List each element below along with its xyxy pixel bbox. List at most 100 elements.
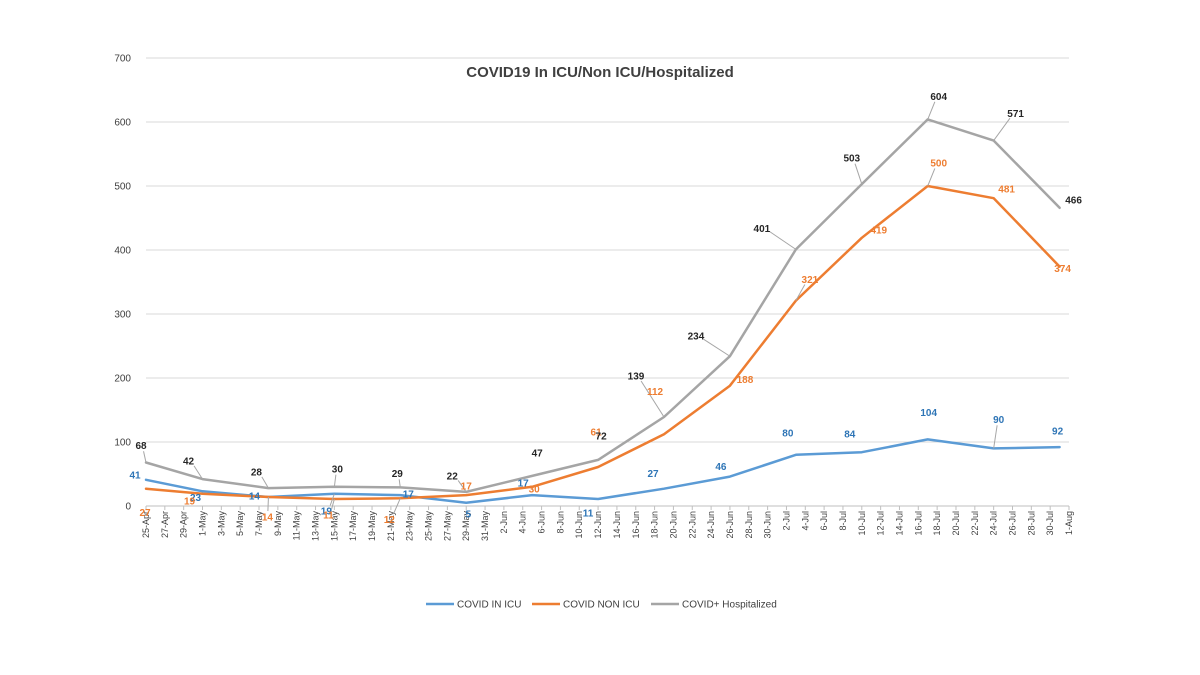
data-label: 23 [190, 493, 202, 504]
gridlines [146, 57, 1069, 507]
leader-line [795, 284, 806, 301]
data-label: 188 [737, 375, 754, 386]
x-tick-label: 16-Jun [631, 511, 641, 539]
series-line [144, 184, 1061, 501]
leader-line [261, 476, 269, 489]
x-tick-label: 28-Jul [1026, 511, 1036, 536]
data-label: 17 [403, 490, 415, 501]
data-label: 234 [688, 332, 705, 343]
x-tick-label: 2-Jun [499, 511, 509, 534]
data-label: 90 [993, 415, 1005, 426]
x-tick-label: 25-Apr [141, 511, 151, 538]
data-label: 41 [129, 470, 141, 481]
data-label: 374 [1054, 264, 1071, 275]
y-axis-ticks: 0 100 200 300 400 500 600 700 [114, 54, 131, 513]
leader-line [333, 474, 337, 487]
chart-title: COVID19 In ICU/Non ICU/Hospitalized [466, 64, 734, 81]
x-tick-label: 10-Jun [574, 511, 584, 539]
data-label: 503 [843, 154, 860, 165]
leader-line [854, 163, 863, 185]
data-label: 68 [135, 441, 147, 452]
data-labels: 41 23 14 19 17 5 17 11 27 46 80 84 104 90 92 27 19 14 11 12… [129, 92, 1082, 526]
y-tick-label: 400 [114, 246, 131, 257]
leader-line [993, 117, 1011, 141]
x-tick-label: 22-Jun [687, 511, 697, 539]
data-label: 321 [802, 275, 819, 286]
leader-line [457, 480, 467, 493]
x-tick-label: 19-May [367, 511, 377, 542]
y-tick-label: 700 [114, 54, 131, 65]
label-leader-lines [143, 101, 1011, 515]
x-tick-label: 9-May [273, 511, 283, 537]
data-label: 42 [183, 457, 195, 468]
x-tick-label: 17-May [348, 511, 358, 542]
x-tick-label: 1-May [198, 511, 208, 537]
data-label: 14 [249, 492, 261, 503]
data-label: 92 [1052, 427, 1064, 438]
x-tick-label: 30-Jun [763, 511, 773, 539]
data-label: 500 [930, 159, 947, 170]
data-label: 29 [392, 469, 404, 480]
data-label: 84 [844, 430, 856, 441]
leader-line [993, 425, 998, 449]
data-label: 30 [332, 464, 344, 475]
x-tick-label: 8-Jul [838, 511, 848, 531]
x-tick-label: 5-May [235, 511, 245, 537]
data-label: 19 [184, 496, 196, 507]
x-tick-label: 29-May [461, 511, 471, 542]
x-tick-label: 4-Jul [800, 511, 810, 531]
x-tick-label: 7-May [254, 511, 264, 537]
data-label: 604 [930, 92, 947, 103]
x-tick-label: 1-Aug [1064, 511, 1074, 535]
x-tick-label: 27-May [442, 511, 452, 542]
data-label: 19 [321, 506, 333, 517]
x-tick-label: 11-May [292, 511, 302, 541]
x-tick-label: 21-May [386, 511, 396, 542]
data-label: 419 [870, 225, 887, 236]
x-tick-label: 31-May [480, 511, 490, 542]
x-tick-label: 4-Jun [518, 511, 528, 534]
data-label: 27 [647, 469, 659, 480]
legend-label: COVID IN ICU [457, 600, 521, 611]
y-tick-label: 600 [114, 118, 131, 129]
x-axis-ticks: 25-Apr 27-Apr 29-Apr 1-May 3-May 5-May 7-May 9-… [141, 506, 1074, 541]
x-tick-label: 6-Jun [537, 511, 547, 534]
x-tick-label: 18-Jul [932, 511, 942, 536]
x-tick-label: 14-Jun [612, 511, 622, 539]
leader-line [143, 451, 147, 463]
x-tick-label: 18-Jun [650, 511, 660, 539]
x-tick-label: 2-Jul [781, 511, 791, 531]
x-tick-label: 24-Jun [706, 511, 716, 539]
leader-line [393, 498, 401, 515]
leader-line [193, 465, 203, 480]
x-tick-label: 20-Jul [951, 511, 961, 536]
legend: COVID IN ICU COVID NON ICU COVID+ Hospital… [426, 600, 777, 611]
x-tick-label: 28-Jun [744, 511, 754, 539]
x-tick-label: 6-Jul [819, 511, 829, 531]
x-tick-label: 22-Jul [970, 511, 980, 536]
data-label: 12 [384, 515, 396, 526]
x-tick-label: 25-May [424, 511, 434, 542]
x-tick-label: 16-Jul [913, 511, 923, 536]
x-tick-label: 15-May [329, 511, 339, 542]
data-label: 571 [1007, 109, 1024, 120]
x-tick-label: 10-Jul [857, 511, 867, 536]
leader-line [398, 479, 401, 488]
x-tick-label: 20-Jun [668, 511, 678, 539]
legend-label: COVID+ Hospitalized [682, 600, 777, 611]
x-tick-label: 27-Apr [160, 511, 170, 538]
x-tick-label: 26-Jul [1007, 511, 1017, 536]
data-label: 139 [628, 372, 645, 383]
data-label: 466 [1065, 195, 1082, 206]
data-label: 61 [591, 427, 603, 438]
x-tick-label: 29-Apr [179, 511, 189, 538]
legend-label: COVID NON ICU [563, 600, 640, 611]
x-tick-label: 13-May [311, 511, 321, 542]
data-label: 11 [323, 510, 334, 521]
data-label: 28 [251, 468, 263, 479]
data-label: 17 [461, 482, 473, 493]
leader-line [769, 231, 797, 250]
leader-line [927, 101, 936, 120]
series-lines [144, 118, 1061, 505]
